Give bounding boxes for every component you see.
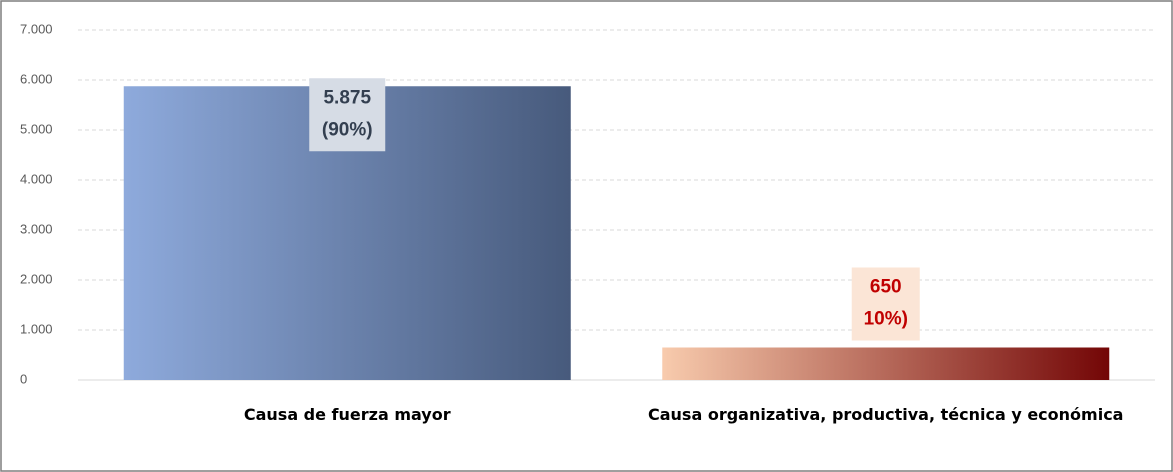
y-tick-label: 7.000: [20, 21, 53, 36]
data-label: 5.875: [323, 87, 371, 108]
y-tick-label: 4.000: [20, 171, 53, 186]
y-tick-label: 1.000: [20, 321, 53, 336]
data-label-box: [309, 78, 386, 152]
y-tick-label: 0: [20, 371, 27, 386]
y-tick-label: 2.000: [20, 271, 53, 286]
y-tick-label: 3.000: [20, 221, 53, 236]
bar: [662, 347, 1110, 380]
y-tick-label: 6.000: [20, 71, 53, 86]
data-label: 650: [870, 277, 902, 298]
y-tick-label: 5.000: [20, 121, 53, 136]
data-label-box: [851, 267, 920, 341]
x-tick-label: Causa de fuerza mayor: [243, 405, 451, 424]
share-label: (90%): [322, 119, 373, 140]
x-tick-label: Causa organizativa, productiva, técnica …: [648, 405, 1124, 424]
share-label: 10%): [864, 309, 908, 330]
